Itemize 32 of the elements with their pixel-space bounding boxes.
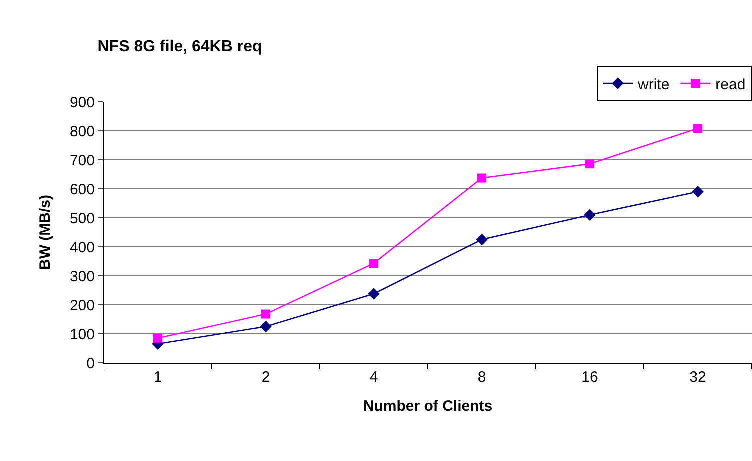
point bbox=[154, 334, 162, 343]
legend-label: write bbox=[637, 76, 670, 94]
y-tick-label: 300 bbox=[70, 268, 95, 286]
point bbox=[260, 320, 272, 333]
point bbox=[692, 186, 704, 198]
y-tick-label: 200 bbox=[70, 297, 95, 314]
point bbox=[478, 174, 486, 183]
y-tick-label: 900 bbox=[70, 94, 95, 112]
point bbox=[370, 259, 378, 268]
x-tick-label: 8 bbox=[478, 369, 486, 386]
x-tick-label: 32 bbox=[690, 369, 706, 386]
x-tick-label: 16 bbox=[582, 369, 598, 386]
point bbox=[694, 124, 702, 134]
legend-label: read bbox=[716, 76, 746, 94]
x-axis-title: Number of Clients bbox=[363, 398, 493, 415]
y-tick-label: 600 bbox=[70, 181, 95, 198]
x-tick-label: 4 bbox=[370, 369, 378, 386]
y-tick-label: 500 bbox=[70, 210, 95, 228]
point bbox=[476, 234, 488, 246]
point bbox=[368, 288, 380, 300]
point bbox=[262, 310, 270, 319]
y-tick-label: 0 bbox=[86, 355, 95, 372]
point bbox=[586, 160, 594, 169]
x-tick-label: 1 bbox=[154, 369, 162, 386]
chart-title: NFS 8G file, 64KB req bbox=[98, 38, 262, 56]
y-axis-title: BW (MB/s) bbox=[37, 195, 54, 270]
point bbox=[584, 209, 596, 221]
x-tick-label: 2 bbox=[262, 369, 270, 386]
y-tick-label: 100 bbox=[70, 326, 95, 344]
y-tick-label: 400 bbox=[70, 239, 95, 256]
y-tick-label: 800 bbox=[70, 123, 95, 140]
y-tick-label: 700 bbox=[70, 152, 95, 170]
